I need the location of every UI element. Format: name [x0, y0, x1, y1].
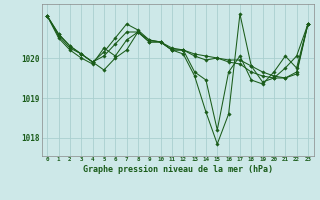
X-axis label: Graphe pression niveau de la mer (hPa): Graphe pression niveau de la mer (hPa)	[83, 165, 273, 174]
